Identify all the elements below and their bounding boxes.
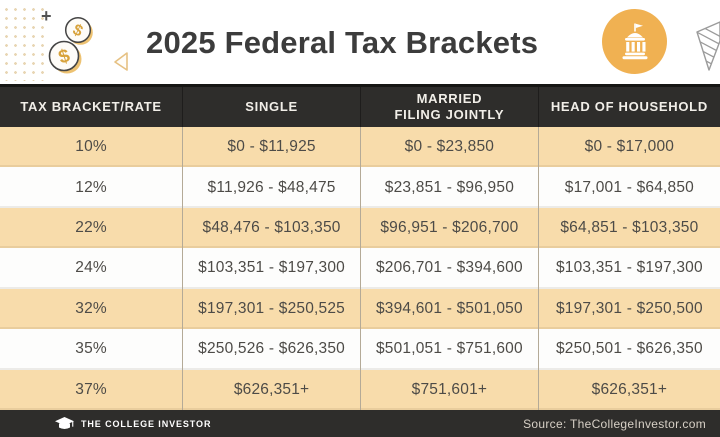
cell-rate: 12%: [75, 178, 107, 196]
cell-hoh: $626,351+: [537, 369, 720, 410]
table-row: 10% $0 - $11,925 $0 - $23,850 $0 - $17,0…: [0, 127, 720, 168]
cell-married: $0 - $23,850: [359, 127, 538, 168]
table-row: 35% $250,526 - $626,350 $501,051 - $751,…: [0, 329, 720, 370]
dollar-coin-icon: $: [60, 12, 96, 53]
plus-icon: +: [41, 6, 52, 26]
table-row: 37% $626,351+ $751,601+ $626,351+: [0, 369, 720, 410]
triangle-outline-icon: [111, 50, 133, 77]
title-band: + $ $ 2025 Federal Tax Brackets: [0, 0, 720, 84]
cell-married: $23,851 - $96,950: [359, 167, 538, 208]
source-credit: Source: TheCollegeInvestor.com: [523, 416, 706, 431]
cell-single: $0 - $11,925: [182, 127, 360, 168]
column-header-single: SINGLE: [182, 87, 360, 127]
table-row: 22% $48,476 - $103,350 $96,951 - $206,70…: [0, 207, 720, 249]
dollar-coin-icon: $: [44, 36, 84, 81]
column-header-hoh: HEAD OF HOUSEHOLD: [537, 87, 720, 127]
column-header-married-line1: MARRIED: [416, 90, 483, 106]
striped-kite-icon: [695, 21, 720, 78]
cell-rate: 22%: [75, 219, 107, 237]
cell-hoh: $17,001 - $64,850: [537, 167, 720, 208]
cell-single: $197,301 - $250,525: [182, 288, 360, 330]
dot-grid-pattern: [2, 5, 44, 81]
cell-single: $626,351+: [182, 369, 360, 410]
column-header-married: MARRIED FILING JOINTLY: [359, 87, 538, 127]
graduation-cap-icon: [55, 416, 74, 429]
capitol-badge: [602, 9, 667, 74]
cell-married: $96,951 - $206,700: [359, 207, 538, 249]
cell-single: $103,351 - $197,300: [182, 248, 360, 289]
cell-single: $11,926 - $48,475: [182, 167, 360, 208]
cell-married: $206,701 - $394,600: [359, 248, 538, 289]
table-body: 10% $0 - $11,925 $0 - $23,850 $0 - $17,0…: [0, 127, 720, 410]
cell-married: $501,051 - $751,600: [359, 329, 538, 370]
cell-hoh: $64,851 - $103,350: [537, 207, 720, 249]
cell-single: $48,476 - $103,350: [182, 207, 360, 249]
table-header-row: TAX BRACKET/RATE SINGLE MARRIED FILING J…: [0, 84, 720, 127]
page-title: 2025 Federal Tax Brackets: [146, 25, 539, 60]
capitol-building-icon: [622, 23, 647, 60]
table-row: 12% $11,926 - $48,475 $23,851 - $96,950 …: [0, 167, 720, 208]
brand-logo: THE COLLEGE INVESTOR: [55, 416, 212, 431]
cell-rate: 37%: [75, 380, 107, 398]
cell-hoh: $197,301 - $250,500: [537, 288, 720, 330]
brand-name: THE COLLEGE INVESTOR: [81, 418, 212, 429]
cell-rate: 10%: [75, 138, 107, 156]
column-header-rate: TAX BRACKET/RATE: [20, 98, 162, 114]
cell-hoh: $0 - $17,000: [537, 127, 720, 168]
cell-rate: 32%: [75, 299, 107, 317]
cell-hoh: $103,351 - $197,300: [537, 248, 720, 289]
footer-bar: THE COLLEGE INVESTOR Source: TheCollegeI…: [0, 410, 720, 437]
table-row: 24% $103,351 - $197,300 $206,701 - $394,…: [0, 248, 720, 289]
cell-rate: 35%: [75, 340, 107, 358]
cell-hoh: $250,501 - $626,350: [537, 329, 720, 370]
cell-rate: 24%: [75, 259, 107, 277]
cell-married: $394,601 - $501,050: [359, 288, 538, 330]
table-row: 32% $197,301 - $250,525 $394,601 - $501,…: [0, 288, 720, 330]
cell-single: $250,526 - $626,350: [182, 329, 360, 370]
cell-married: $751,601+: [359, 369, 538, 410]
column-header-married-line2: FILING JOINTLY: [394, 107, 505, 122]
